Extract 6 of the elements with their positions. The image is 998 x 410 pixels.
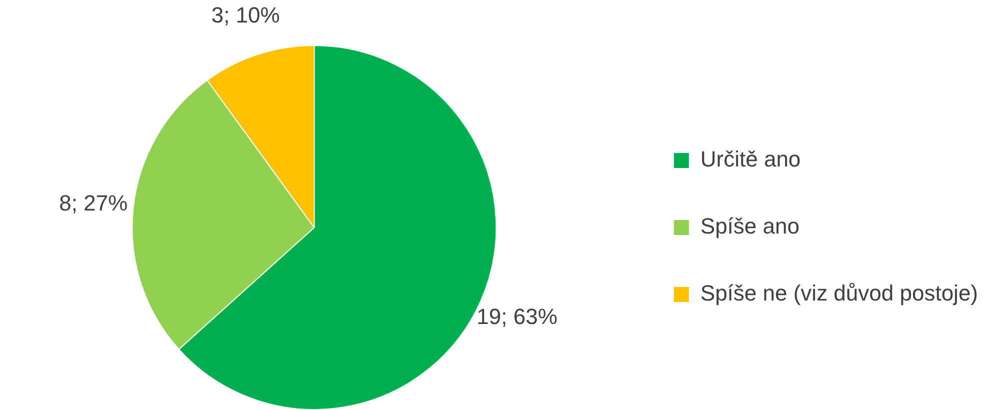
data-label: 19; 63% [476, 304, 558, 329]
legend-label: Spíše ne (viz důvod postoje) [700, 280, 978, 306]
data-label: 8; 27% [59, 190, 128, 216]
legend-label: Spíše ano [700, 214, 800, 239]
data-label: 3; 10% [211, 2, 280, 28]
legend-label: Určitě ano [700, 146, 801, 172]
